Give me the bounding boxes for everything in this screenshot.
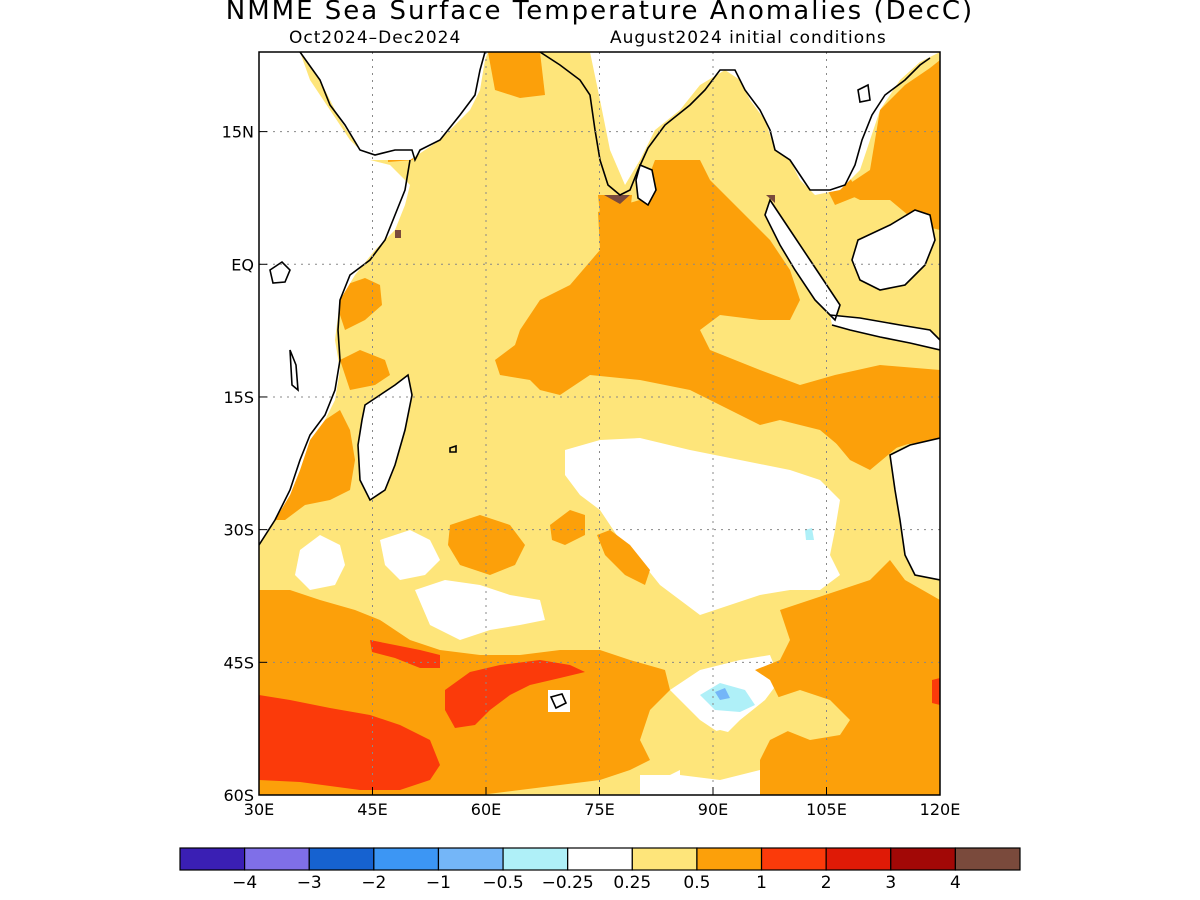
colorbar-swatch bbox=[954, 847, 1021, 871]
colorbar-swatch bbox=[890, 847, 956, 871]
coast-australia bbox=[889, 437, 940, 581]
coast-arabia bbox=[299, 52, 486, 163]
colorbar: −4 −3 −2 −1 −0.5 −0.25 0.25 0.5 1 2 3 4 bbox=[179, 847, 1021, 893]
colorbar-swatch bbox=[308, 847, 375, 871]
anomaly-patch-mozambique-north bbox=[340, 350, 390, 390]
anomaly-patch-negative-1 bbox=[715, 688, 730, 700]
coast-mauritius bbox=[449, 444, 457, 453]
anomaly-patch-somali bbox=[335, 278, 382, 330]
coast-east-africa bbox=[259, 159, 411, 546]
coast-sri-lanka bbox=[635, 163, 657, 207]
anomaly-red-central-south bbox=[445, 660, 585, 728]
colorbar-label: −1 bbox=[426, 873, 451, 893]
anomaly-blob-2 bbox=[550, 510, 585, 545]
colorbar-swatch bbox=[502, 847, 569, 871]
colorbar-swatch bbox=[179, 847, 246, 871]
coast-borneo bbox=[851, 209, 936, 291]
anomaly-speck-1 bbox=[604, 195, 630, 204]
lat-label: 15S bbox=[223, 388, 254, 407]
colorbar-swatch bbox=[760, 847, 827, 871]
land-sri-lanka bbox=[636, 165, 656, 205]
land-madagascar bbox=[358, 375, 412, 500]
anomaly-patch-yellow-south bbox=[770, 690, 850, 740]
lon-label: 75E bbox=[584, 800, 614, 819]
anomaly-patch-yellow-deep bbox=[680, 730, 760, 780]
land-borneo bbox=[852, 210, 935, 290]
lon-label: 105E bbox=[806, 800, 847, 819]
colorbar-label: 4 bbox=[950, 873, 961, 893]
land-java bbox=[830, 315, 940, 350]
map-title: NMME Sea Surface Temperature Anomalies (… bbox=[225, 0, 975, 26]
anomaly-red-east-edge bbox=[932, 678, 940, 705]
colorbar-label: 2 bbox=[821, 873, 832, 893]
colorbar-swatch bbox=[696, 847, 763, 871]
coast-sumatra bbox=[764, 198, 841, 322]
anomaly-patch-mozambique-channel bbox=[275, 410, 355, 520]
anomaly-patch-nw-australia bbox=[820, 385, 940, 470]
colorbar-swatch bbox=[631, 847, 698, 871]
coast-hainan bbox=[857, 83, 871, 103]
lon-label: 60E bbox=[471, 800, 501, 819]
coastlines bbox=[259, 52, 940, 710]
anomaly-speck-2 bbox=[395, 230, 401, 238]
lat-label: 15N bbox=[222, 123, 254, 142]
anomaly-blob-3 bbox=[597, 530, 650, 585]
anomaly-patch-neutral-south bbox=[415, 580, 545, 640]
initial-conditions: August2024 initial conditions bbox=[610, 28, 887, 48]
anomaly-patch-equatorial-east bbox=[495, 160, 940, 455]
lon-label: 90E bbox=[698, 800, 728, 819]
land-sumatra bbox=[765, 200, 840, 320]
colorbar-swatch bbox=[437, 847, 504, 871]
lon-label: 120E bbox=[920, 800, 961, 819]
coast-lake bbox=[269, 260, 291, 284]
colorbar-label: −3 bbox=[297, 873, 322, 893]
colorbar-swatch bbox=[244, 847, 310, 871]
coast-lake-malawi bbox=[289, 349, 299, 392]
colorbar-label: 3 bbox=[885, 873, 896, 893]
colorbar-label: 0.5 bbox=[683, 873, 710, 893]
anomaly-red-south-madagascar bbox=[259, 695, 440, 790]
grid-lines bbox=[259, 52, 940, 795]
lat-label: 30S bbox=[223, 521, 254, 540]
land-australia bbox=[890, 438, 940, 580]
colorbar-swatch bbox=[373, 847, 440, 871]
lat-label: 60S bbox=[223, 786, 254, 805]
land-kerguelen bbox=[548, 690, 570, 712]
lat-label: EQ bbox=[231, 255, 254, 274]
colorbar-swatch bbox=[825, 847, 892, 871]
colorbar-label: −2 bbox=[361, 873, 386, 893]
colorbar-label: 1 bbox=[756, 873, 767, 893]
coast-madagascar bbox=[357, 373, 413, 502]
anomaly-patch-negative-east bbox=[805, 528, 814, 540]
colorbar-label: −0.25 bbox=[542, 873, 594, 893]
lat-label: 45S bbox=[223, 653, 254, 672]
anomaly-patch-neutral-far-west bbox=[295, 535, 345, 590]
latitude-labels: 15N EQ 15S 30S 45S 60S bbox=[222, 123, 267, 805]
anomaly-red-strip bbox=[370, 640, 440, 668]
colorbar-label: −0.5 bbox=[482, 873, 523, 893]
longitude-labels: 30E 45E 60E 75E 90E 105E 120E bbox=[244, 787, 961, 819]
anomaly-patch-neutral-west bbox=[380, 530, 440, 580]
anomaly-patch-arabian-north bbox=[488, 52, 545, 98]
land-asia bbox=[540, 52, 940, 195]
colorbar-label: 0.25 bbox=[613, 873, 651, 893]
lon-label: 45E bbox=[357, 800, 387, 819]
anomaly-patch-south-china-sea bbox=[840, 60, 940, 230]
anomaly-patch-yellow-mid bbox=[640, 630, 700, 670]
coast-south-asia bbox=[539, 52, 931, 196]
land-africa-arabia bbox=[259, 52, 488, 545]
colorbar-swatch bbox=[567, 847, 633, 871]
anomaly-patch-southeast-neutral bbox=[565, 438, 840, 615]
anomaly-speck-3 bbox=[766, 195, 775, 203]
forecast-period: Oct2024–Dec2024 bbox=[289, 28, 462, 48]
coast-java bbox=[829, 314, 940, 351]
colorbar-label: −4 bbox=[232, 873, 257, 893]
coast-kerguelen bbox=[549, 693, 568, 710]
lon-label: 30E bbox=[244, 800, 274, 819]
